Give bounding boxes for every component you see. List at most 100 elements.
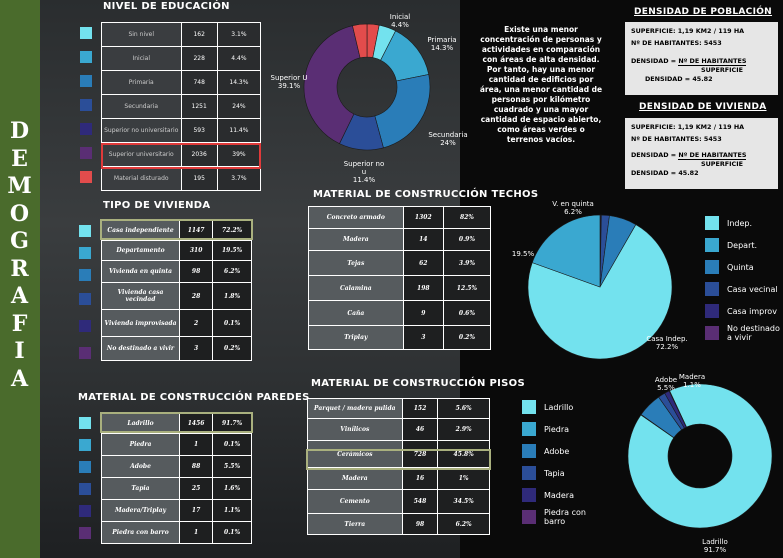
slice-material-disturado xyxy=(352,23,368,59)
legend-item: Casa vecinal xyxy=(705,278,780,300)
table-cell-count: 9 xyxy=(402,300,444,326)
legend-label: Ladrillo xyxy=(544,402,574,412)
vivienda-result: DENSIDAD = 45.82 xyxy=(631,169,699,177)
table-cell-pct: 19.5% xyxy=(212,240,252,261)
table-row: Secundaria 1251 24% xyxy=(101,94,262,119)
vivienda-pie xyxy=(527,214,673,360)
table-cell-label: Vivienda en quinta xyxy=(101,260,180,283)
table-cell-pct: 4.4% xyxy=(216,46,262,71)
table-cell-pct: 24% xyxy=(216,94,262,119)
donut-label-ladrillo: Ladrillo 91.7% xyxy=(702,538,728,554)
slice-ladrillo xyxy=(627,383,773,529)
table-row: Superior universitario 2036 39% xyxy=(101,142,262,167)
educacion-title: NIVEL DE EDUCACIÓN xyxy=(103,1,230,12)
table-cell-label: Ladrillo xyxy=(101,413,180,434)
vertical-title-letter: G xyxy=(10,228,30,254)
color-swatch xyxy=(80,27,92,39)
pisos-title: MATERIAL DE CONSTRUCCIÓN PISOS xyxy=(311,378,525,389)
legend-swatch xyxy=(522,488,536,502)
table-cell-count: 195 xyxy=(180,166,218,191)
table-cell-label: Vivienda improvisada xyxy=(101,309,180,337)
table-cell-pct: 1.6% xyxy=(212,477,252,500)
legend-item: No destinado a vivir xyxy=(705,322,780,344)
legend-label: Quinta xyxy=(727,262,754,272)
table-cell-pct: 0.1% xyxy=(212,309,252,337)
table-cell-pct: 0.9% xyxy=(442,228,492,251)
table-row: Tierra 98 6.2% xyxy=(307,513,490,535)
table-cell-count: 1 xyxy=(178,521,214,544)
table-row: Vivienda casa vecindad 28 1.8% xyxy=(101,282,252,310)
slice-secundaria xyxy=(374,74,431,149)
vertical-title-letter: O xyxy=(9,200,31,227)
vivienda-formula-den: SUPERFICIE xyxy=(701,160,743,168)
legend-item: Piedra con barro xyxy=(522,506,602,528)
table-row: Material disturado 195 3.7% xyxy=(101,166,262,191)
table-row: Primaria 748 14.3% xyxy=(101,70,262,95)
table-cell-count: 152 xyxy=(401,398,439,419)
table-row: Caña 9 0.6% xyxy=(308,300,492,326)
legend-label: No destinado a vivir xyxy=(727,324,780,342)
table-row: Cerámicos 728 45.8% xyxy=(307,440,490,468)
color-swatch xyxy=(79,417,91,429)
donut-label-superior-u: Superior U 39.1% xyxy=(270,74,308,90)
legend-label: Casa improv xyxy=(727,306,777,316)
table-cell-label: Primaria xyxy=(101,70,182,95)
poblacion-superficie: SUPERFICIE: 1,19 KM2 / 119 HA xyxy=(631,27,745,35)
legend-item: Madera xyxy=(522,484,602,506)
legend-item: Quinta xyxy=(705,256,780,278)
table-cell-pct: 0.6% xyxy=(442,300,492,326)
table-cell-pct: 3.7% xyxy=(216,166,262,191)
table-cell-label: Concreto armado xyxy=(308,206,404,229)
table-cell-label: Piedra con barro xyxy=(101,521,180,544)
table-row: Madera/Triplay 17 1.1% xyxy=(101,499,252,522)
table-row: No destinado a vivir 3 0.2% xyxy=(101,336,252,361)
legend-item: Piedra xyxy=(522,418,602,440)
legend-label: Indep. xyxy=(727,218,753,228)
tipo-vivienda-table: Casa independiente 1147 72.2% Departamento 3… xyxy=(101,220,252,361)
left-green-band xyxy=(0,0,40,558)
legend-swatch xyxy=(522,422,536,436)
table-row: Departamento 310 19.5% xyxy=(101,240,252,261)
vivienda-dens-box: SUPERFICIE: 1,19 KM2 / 119 HA Nº DE HABI… xyxy=(625,118,778,189)
vertical-title-letter: I xyxy=(14,338,26,364)
vivienda-superficie: SUPERFICIE: 1,19 KM2 / 119 HA xyxy=(631,123,745,131)
table-cell-pct: 6.2% xyxy=(437,513,490,535)
table-cell-pct: 91.7% xyxy=(212,413,252,434)
donut-label-madera: Madera 1.1% xyxy=(678,373,706,389)
legend-swatch xyxy=(705,260,719,274)
table-row: Vivienda improvisada 2 0.1% xyxy=(101,309,252,337)
donut-label-superior-no-u: Superior no u 11.4% xyxy=(343,160,385,184)
table-cell-label: Piedra xyxy=(101,433,180,456)
table-row: Casa independiente 1147 72.2% xyxy=(101,220,252,241)
paredes-table: Ladrillo 1456 91.7% Piedra 1 0.1% Adobe 88 5.5% T… xyxy=(101,413,252,544)
color-swatch xyxy=(80,51,92,63)
table-cell-count: 98 xyxy=(401,513,439,535)
legend-item: Depart. xyxy=(705,234,780,256)
table-row: Piedra 1 0.1% xyxy=(101,433,252,456)
color-swatch xyxy=(80,171,92,183)
table-cell-label: No destinado a vivir xyxy=(101,336,180,361)
legend-swatch xyxy=(522,466,536,480)
table-cell-label: Madera xyxy=(308,228,404,251)
table-cell-label: Secundaria xyxy=(101,94,182,119)
legend-swatch xyxy=(705,304,719,318)
slice-depart- xyxy=(531,214,601,288)
poblacion-formula-den: SUPERFICIE xyxy=(701,66,743,74)
table-cell-label: Sin nivel xyxy=(101,22,182,47)
table-cell-count: 46 xyxy=(401,418,439,441)
pie-label-indep: Casa Indep. 72.2% xyxy=(646,335,688,351)
vertical-title-letter: R xyxy=(10,255,30,282)
table-cell-count: 16 xyxy=(401,467,439,490)
vertical-title-letter: M xyxy=(7,173,33,199)
table-cell-count: 1251 xyxy=(180,94,218,119)
legend-item: Ladrillo xyxy=(522,396,602,418)
table-cell-count: 88 xyxy=(178,455,214,478)
table-cell-label: Superior no universitario xyxy=(101,118,182,143)
table-cell-label: Inicial xyxy=(101,46,182,71)
table-row: Ladrillo 1456 91.7% xyxy=(101,413,252,434)
legend-item: Indep. xyxy=(705,212,780,234)
table-row: Piedra con barro 1 0.1% xyxy=(101,521,252,544)
color-swatch xyxy=(79,527,91,539)
table-cell-pct: 0.1% xyxy=(212,521,252,544)
